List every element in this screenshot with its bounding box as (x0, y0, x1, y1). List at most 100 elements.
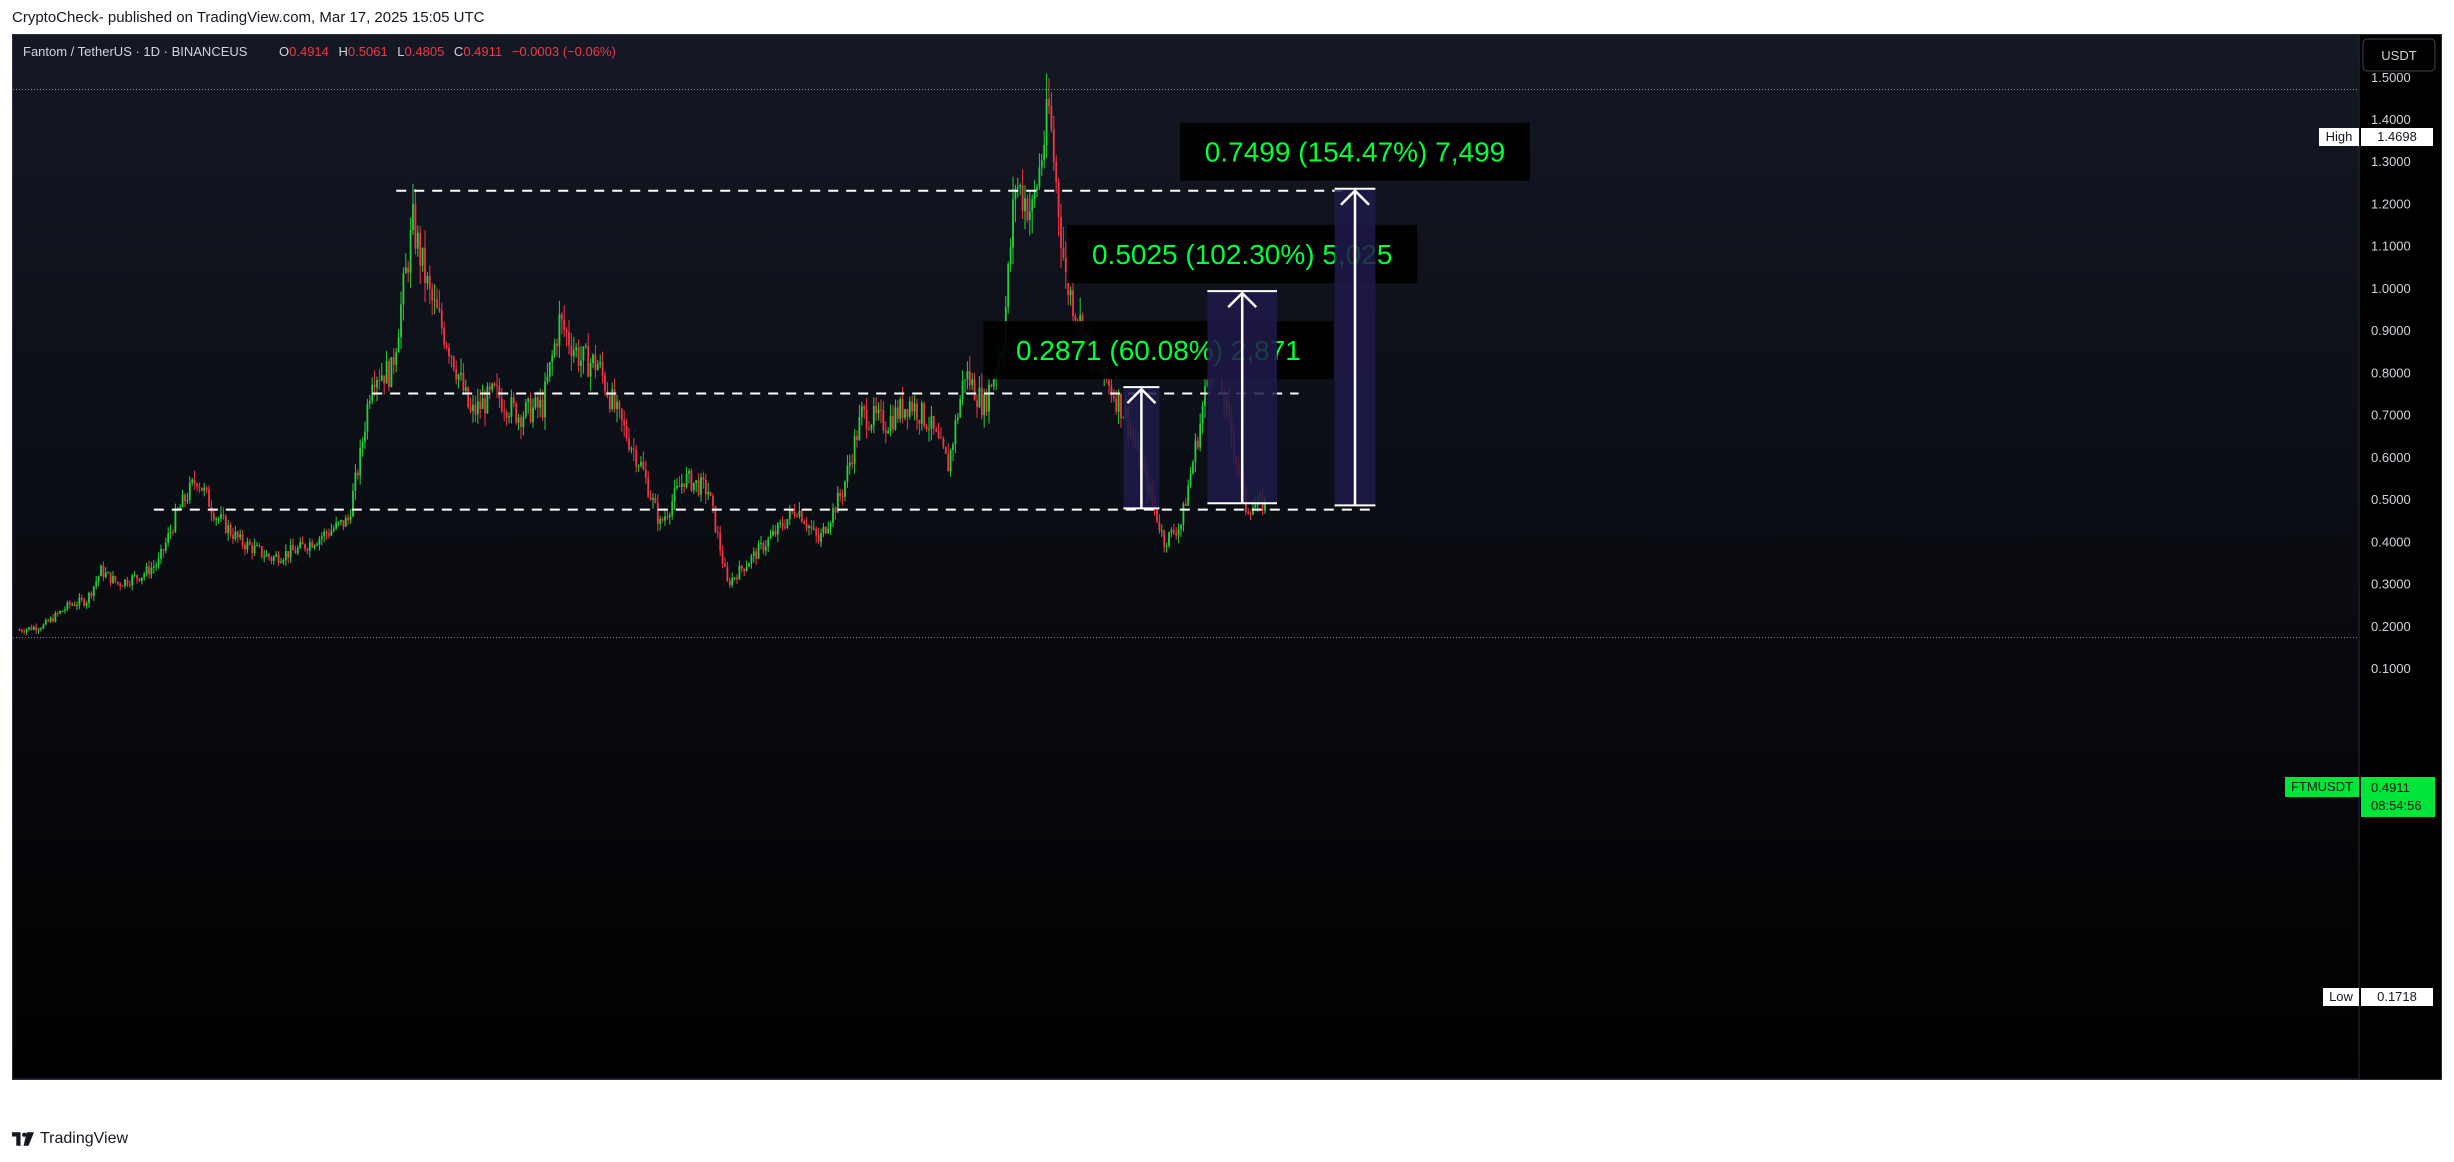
candle-body (263, 556, 266, 558)
price-tick-label: 1.5000 (2371, 70, 2411, 85)
currency-button[interactable]: USDT (2362, 38, 2436, 72)
candle-body (560, 314, 563, 320)
candle-body (1012, 199, 1014, 248)
price-tick-label: 0.4000 (2371, 534, 2411, 549)
candle-body (71, 604, 74, 606)
candle-body (1194, 440, 1197, 463)
candle-body (73, 604, 76, 606)
candle-body (256, 545, 258, 547)
high-value-box (2361, 128, 2433, 146)
candle-body (318, 538, 321, 545)
candle-body (1067, 271, 1070, 296)
horizontal-levels (153, 189, 1376, 511)
candle-body (248, 541, 251, 545)
candle-body (169, 531, 172, 534)
candle-body (109, 572, 112, 584)
legend-o: 0.4914 (289, 44, 329, 59)
candle-body (443, 327, 446, 345)
brand-label: TradingView (40, 1130, 129, 1147)
candle-body (308, 542, 311, 551)
candle-body (637, 465, 640, 467)
candle-body (337, 522, 340, 524)
candle-body (1110, 385, 1113, 396)
candle-body (812, 528, 815, 530)
candle-body (755, 551, 758, 559)
candle-body (803, 521, 806, 525)
candle-body (1072, 290, 1074, 317)
candle-body (181, 494, 184, 508)
brand[interactable]: TradingView (12, 1130, 128, 1148)
candle-body (664, 516, 666, 521)
legend-ohlc: O0.4914 H0.5061 L0.4805 C0.4911 −0.0003 … (279, 44, 616, 59)
candle-body (1254, 504, 1257, 509)
candle-body (548, 362, 551, 377)
candle-body (409, 230, 412, 273)
candle-body (1045, 99, 1048, 145)
price-tick-label: 0.7000 (2371, 408, 2411, 423)
candle-body (424, 247, 426, 284)
candle-body (64, 609, 66, 611)
candle-body (678, 485, 681, 488)
candle-body (1120, 394, 1122, 419)
candle-body (1180, 524, 1182, 530)
candle-body (119, 583, 122, 586)
candle-body (1204, 386, 1206, 407)
candle-body (294, 550, 297, 554)
candle-body (872, 406, 875, 426)
candle-body (395, 352, 398, 365)
candle-body (448, 347, 450, 357)
candle-body (332, 528, 335, 531)
candle-body (25, 629, 28, 633)
candle-body (1021, 185, 1024, 212)
candle-body (373, 384, 376, 388)
candle-body (918, 420, 921, 424)
candle-body (1007, 264, 1010, 308)
candle-body (241, 534, 244, 546)
candle-body (952, 444, 954, 451)
chart-frame[interactable]: 0.2871 (60.08%) 2,871 0.5025 (102.30%) 5,… (12, 34, 2442, 1080)
candle-body (1168, 532, 1170, 546)
currency-button-box[interactable] (2362, 38, 2436, 72)
candle-body (551, 355, 554, 363)
candle-body (131, 575, 134, 586)
candle-body (83, 599, 86, 606)
candle-body (239, 534, 242, 538)
candle-body (594, 354, 597, 370)
candle-body (649, 496, 652, 500)
candle-body (863, 406, 866, 409)
candle-body (635, 449, 638, 467)
price-tick-label: 0.8000 (2371, 365, 2411, 380)
candle-body (1048, 99, 1050, 106)
candle-body (666, 516, 669, 518)
candle-body (616, 401, 618, 409)
candle-body (656, 502, 659, 524)
candle-body (1052, 129, 1055, 162)
measure-arrowhead (1340, 188, 1370, 206)
legend-symbol[interactable]: Fantom / TetherUS · 1D · BINANCEUS (23, 44, 248, 59)
bottom-bar: TradingView (0, 1110, 2454, 1162)
candle-body (767, 538, 770, 547)
candle-body (697, 480, 700, 495)
measure-arrowhead (1126, 387, 1157, 405)
candle-body (1026, 198, 1029, 220)
candle-body (400, 304, 402, 338)
price-tick-label: 0.2000 (2371, 619, 2411, 634)
candle-body (726, 566, 729, 581)
candle-body (575, 347, 578, 351)
candle-body (397, 337, 400, 353)
candle-body (676, 485, 678, 489)
candle-body (498, 385, 501, 399)
candle-body (383, 375, 386, 384)
candle-body (306, 549, 309, 551)
candle-body (798, 510, 801, 517)
candle-body (253, 545, 256, 554)
candle-body (356, 472, 359, 476)
candle-body (366, 403, 369, 432)
candle-body (287, 551, 290, 558)
candle-body (738, 565, 741, 580)
candle-body (344, 517, 347, 527)
candle-body (983, 394, 986, 416)
candle-body (44, 620, 47, 625)
candle-body (731, 577, 734, 586)
